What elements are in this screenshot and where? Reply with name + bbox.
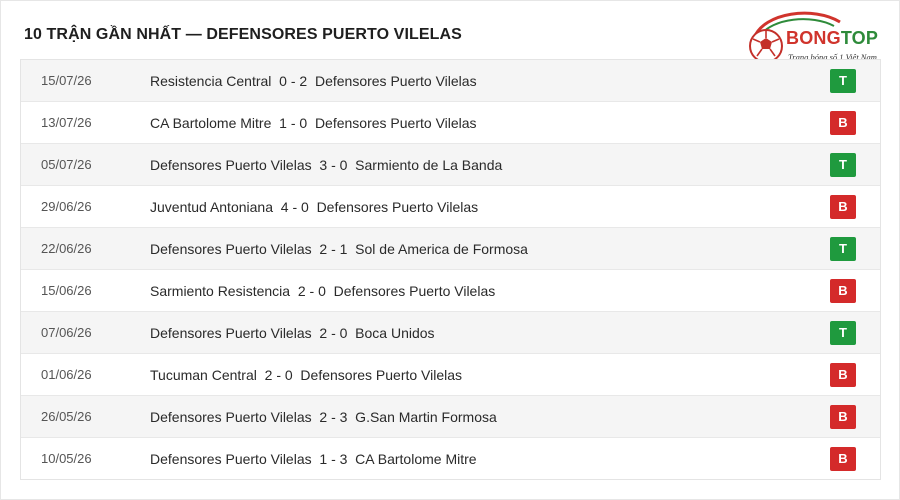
logo-wordmark-part2: TOP	[840, 28, 879, 48]
match-result-text[interactable]: CA Bartolome Mitre 1 - 0 Defensores Puer…	[150, 115, 477, 131]
result-badge: B	[830, 405, 856, 429]
match-result-text[interactable]: Defensores Puerto Vilelas 2 - 0 Boca Uni…	[150, 325, 435, 341]
match-date: 01/06/26	[41, 367, 92, 382]
match-date: 10/05/26	[41, 451, 92, 466]
result-badge: B	[830, 447, 856, 471]
match-result-text[interactable]: Defensores Puerto Vilelas 3 - 0 Sarmient…	[150, 157, 503, 173]
match-row[interactable]: 13/07/26 CA Bartolome Mitre 1 - 0 Defenso…	[21, 102, 880, 144]
result-badge: B	[830, 363, 856, 387]
match-result-text[interactable]: Defensores Puerto Vilelas 2 - 1 Sol de A…	[150, 241, 528, 257]
match-row[interactable]: 01/06/26 Tucuman Central 2 - 0 Defensores…	[21, 354, 880, 396]
match-date: 29/06/26	[41, 199, 92, 214]
recent-matches-list: 15/07/26 Resistencia Central 0 - 2 Defens…	[20, 59, 881, 480]
match-result-text[interactable]: Defensores Puerto Vilelas 2 - 3 G.San Ma…	[150, 409, 497, 425]
match-result-text[interactable]: Juventud Antoniana 4 - 0 Defensores Puer…	[150, 199, 479, 215]
match-row[interactable]: 26/05/26 Defensores Puerto Vilelas 2 - 3 …	[21, 396, 880, 438]
match-row[interactable]: 15/07/26 Resistencia Central 0 - 2 Defens…	[21, 60, 880, 102]
match-result-text[interactable]: Defensores Puerto Vilelas 1 - 3 CA Barto…	[150, 451, 477, 467]
match-row[interactable]: 05/07/26 Defensores Puerto Vilelas 3 - 0 …	[21, 144, 880, 186]
match-row[interactable]: 15/06/26 Sarmiento Resistencia 2 - 0 Defe…	[21, 270, 880, 312]
result-badge: B	[830, 111, 856, 135]
result-badge: T	[830, 321, 856, 345]
result-badge: B	[830, 279, 856, 303]
result-badge: B	[830, 195, 856, 219]
logo-wordmark-part1: BONG	[786, 28, 841, 48]
page-header: 10 TRẬN GẦN NHẤT — DEFENSORES PUERTO VIL…	[24, 24, 462, 46]
match-row[interactable]: 10/05/26 Defensores Puerto Vilelas 1 - 3 …	[21, 438, 880, 479]
match-date: 15/07/26	[41, 73, 92, 88]
result-badge: T	[830, 237, 856, 261]
result-badge: T	[830, 69, 856, 93]
match-date: 22/06/26	[41, 241, 92, 256]
match-result-text[interactable]: Tucuman Central 2 - 0 Defensores Puerto …	[150, 367, 463, 383]
result-badge: T	[830, 153, 856, 177]
match-date: 15/06/26	[41, 283, 92, 298]
bongtop-logo[interactable]: BONGTOP Trang bóng số 1 Việt Nam	[744, 8, 892, 70]
match-row[interactable]: 29/06/26 Juventud Antoniana 4 - 0 Defenso…	[21, 186, 880, 228]
logo-wordmark: BONGTOP	[786, 28, 878, 49]
page-title: 10 TRẬN GẦN NHẤT — DEFENSORES PUERTO VIL…	[24, 26, 462, 43]
match-date: 05/07/26	[41, 157, 92, 172]
match-row[interactable]: 22/06/26 Defensores Puerto Vilelas 2 - 1 …	[21, 228, 880, 270]
logo-tagline: Trang bóng số 1 Việt Nam	[788, 52, 877, 62]
match-date: 13/07/26	[41, 115, 92, 130]
match-date: 26/05/26	[41, 409, 92, 424]
match-date: 07/06/26	[41, 325, 92, 340]
match-row[interactable]: 07/06/26 Defensores Puerto Vilelas 2 - 0 …	[21, 312, 880, 354]
soccer-ball-icon	[749, 11, 841, 63]
match-result-text[interactable]: Sarmiento Resistencia 2 - 0 Defensores P…	[150, 283, 496, 299]
match-result-text[interactable]: Resistencia Central 0 - 2 Defensores Pue…	[150, 73, 477, 89]
